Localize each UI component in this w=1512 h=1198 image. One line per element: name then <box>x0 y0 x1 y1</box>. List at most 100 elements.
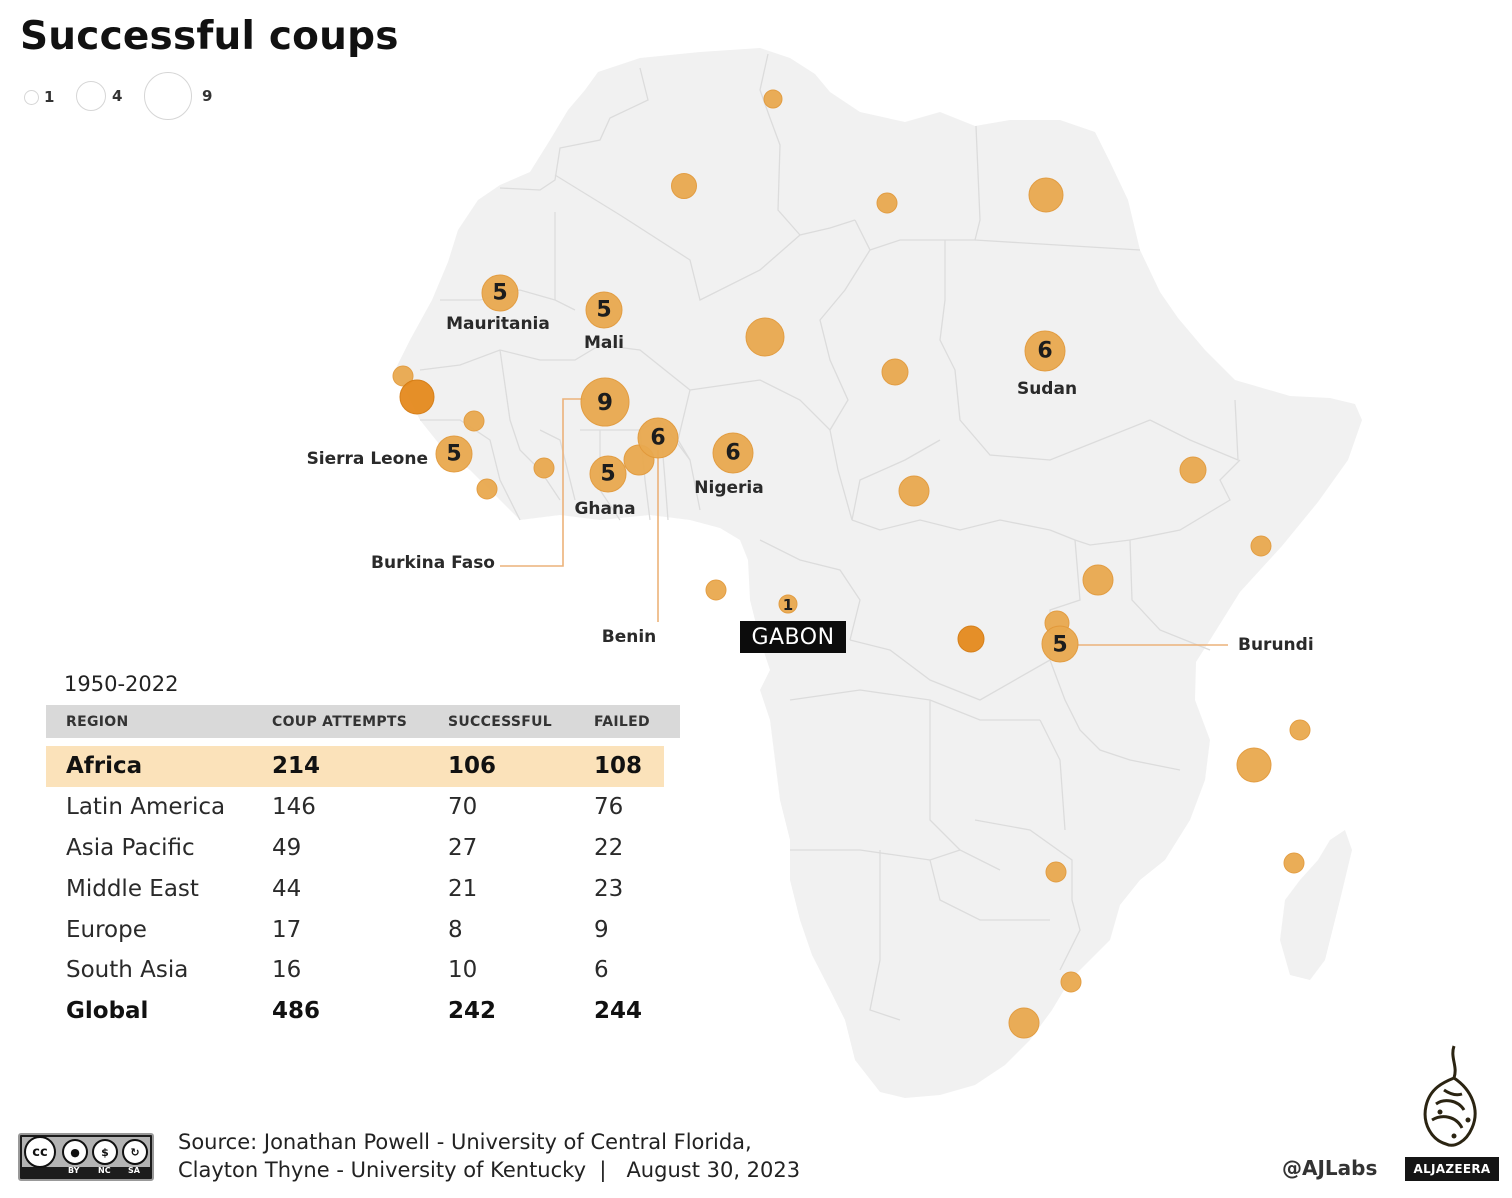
license-tag-by: BY <box>68 1166 80 1175</box>
bubble-gabon <box>778 594 798 614</box>
bubble-values: 5 5 6 5 9 6 5 6 1 5 <box>446 281 1067 658</box>
cell-attempts: 44 <box>272 875 302 902</box>
bubble-mauritania <box>481 274 519 312</box>
cell-successful: 21 <box>448 875 478 902</box>
map-title: Successful coups <box>20 14 399 59</box>
bubble-value-burkina-faso: 9 <box>597 390 613 416</box>
cell-successful: 106 <box>448 746 594 787</box>
bubble-liberia <box>476 478 498 500</box>
bubble-value-mauritania: 5 <box>492 281 507 306</box>
cell-successful: 27 <box>448 834 478 861</box>
cc-by-nc-sa-icon: cc ● $ ↻ BY NC SA <box>18 1133 154 1181</box>
cell-failed: 244 <box>594 998 643 1025</box>
coup-stats-table: REGION COUP ATTEMPTS SUCCESSFUL FAILED A… <box>46 705 680 1032</box>
cell-attempts: 49 <box>272 834 302 861</box>
cell-region: Global <box>66 998 149 1025</box>
bubble-burkina-faso <box>580 377 630 427</box>
label-burkina-faso: Burkina Faso <box>371 553 495 573</box>
bubble-zimbabwe <box>1045 861 1067 883</box>
country-labels: Mauritania Mali Sudan Sierra Leone Burki… <box>307 314 1314 655</box>
cell-attempts: 16 <box>272 957 302 984</box>
bubble-value-ghana: 5 <box>600 462 615 487</box>
cell-region: Latin America <box>66 794 226 821</box>
cell-successful: 8 <box>448 916 463 943</box>
bubble-mali <box>585 291 623 329</box>
bubble-tunisia <box>763 89 783 109</box>
bubble-niger <box>745 317 785 357</box>
bubble-nigeria <box>712 432 754 474</box>
ajlabs-handle: @AJLabs <box>1282 1156 1378 1180</box>
bubble-madagascar <box>1283 852 1305 874</box>
legend-item-9: 9 <box>144 72 212 120</box>
aljazeera-logo-icon <box>1423 1045 1477 1147</box>
cell-successful: 242 <box>448 998 497 1025</box>
bubble-value-benin: 6 <box>650 426 665 451</box>
table-row: Middle East 44 21 23 <box>46 868 680 909</box>
cell-region: Africa <box>46 746 272 787</box>
table-row: Asia Pacific 49 27 22 <box>46 828 680 869</box>
madagascar-landmass <box>1280 830 1352 980</box>
bubble-eswatini <box>1060 971 1082 993</box>
legend-label: 9 <box>202 87 213 105</box>
legend-item-1: 1 <box>24 88 54 106</box>
bubble-guinea <box>463 410 485 432</box>
bubble-value-sudan: 6 <box>1037 339 1052 364</box>
cell-attempts: 17 <box>272 916 302 943</box>
country-borders <box>419 53 1241 1021</box>
legend-item-4: 4 <box>76 81 122 111</box>
source-line-1: Source: Jonathan Powell - University of … <box>178 1130 752 1154</box>
coup-bubbles <box>392 89 1311 1039</box>
cell-region: South Asia <box>66 957 189 984</box>
bubble-value-burundi: 5 <box>1052 633 1067 658</box>
bubble-seychelles <box>1289 719 1311 741</box>
bubble-sudan <box>1024 330 1066 372</box>
cell-attempts: 146 <box>272 794 316 821</box>
bubble-gambia <box>392 365 414 387</box>
table-period: 1950-2022 <box>64 672 179 696</box>
bubble-ethiopia <box>1179 456 1207 484</box>
bubble-lesotho <box>1008 1007 1040 1039</box>
label-nigeria: Nigeria <box>694 478 763 498</box>
table-row-global: Global 486 242 244 <box>46 991 680 1032</box>
gabon-highlight-label: GABON <box>740 621 846 653</box>
nc-icon: $ <box>92 1139 118 1165</box>
legend-label: 4 <box>112 87 123 105</box>
sa-icon: ↻ <box>122 1139 148 1165</box>
bubble-libya <box>876 192 898 214</box>
header-successful: SUCCESSFUL <box>448 705 594 738</box>
cell-successful: 70 <box>448 794 478 821</box>
cell-failed: 6 <box>594 957 609 984</box>
source-credit: Source: Jonathan Powell - University of … <box>178 1128 800 1184</box>
leader-lines <box>500 398 1228 646</box>
by-icon: ● <box>62 1139 88 1165</box>
table-row-africa: Africa 214 106 108 <box>46 746 680 787</box>
legend-label: 1 <box>44 88 55 106</box>
bubble-drc <box>957 625 985 653</box>
cell-region: Europe <box>66 916 147 943</box>
source-line-2: Clayton Thyne - University of Kentucky |… <box>178 1158 801 1182</box>
table-row: South Asia 16 10 6 <box>46 950 680 991</box>
bubble-egypt <box>1028 177 1064 213</box>
bubble-sierra-leone <box>435 435 473 473</box>
header-region: REGION <box>46 705 272 738</box>
bubble-burundi <box>1041 625 1079 663</box>
cell-failed: 76 <box>594 794 624 821</box>
bubble-value-mali: 5 <box>596 298 611 323</box>
leader-line-burkina-faso <box>500 398 585 567</box>
header-attempts: COUP ATTEMPTS <box>272 705 448 738</box>
cell-attempts: 214 <box>272 746 448 787</box>
cell-successful: 10 <box>448 957 478 984</box>
africa-landmass <box>395 48 1362 1098</box>
legend-circle-small <box>24 89 39 105</box>
aljazeera-wordmark: ALJAZEERA <box>1405 1157 1499 1181</box>
bubble-uganda <box>1082 564 1114 596</box>
table-row: Europe 17 8 9 <box>46 909 680 950</box>
bubble-chad <box>881 358 909 386</box>
cell-region: Middle East <box>66 875 199 902</box>
table-header-row: REGION COUP ATTEMPTS SUCCESSFUL FAILED <box>46 705 680 738</box>
bubble-value-nigeria: 6 <box>725 441 740 466</box>
bubble-guinea-bissau <box>399 379 435 415</box>
bubble-comoros <box>1236 747 1272 783</box>
cell-failed: 22 <box>594 834 624 861</box>
bubble-equatorial-guinea <box>705 579 727 601</box>
